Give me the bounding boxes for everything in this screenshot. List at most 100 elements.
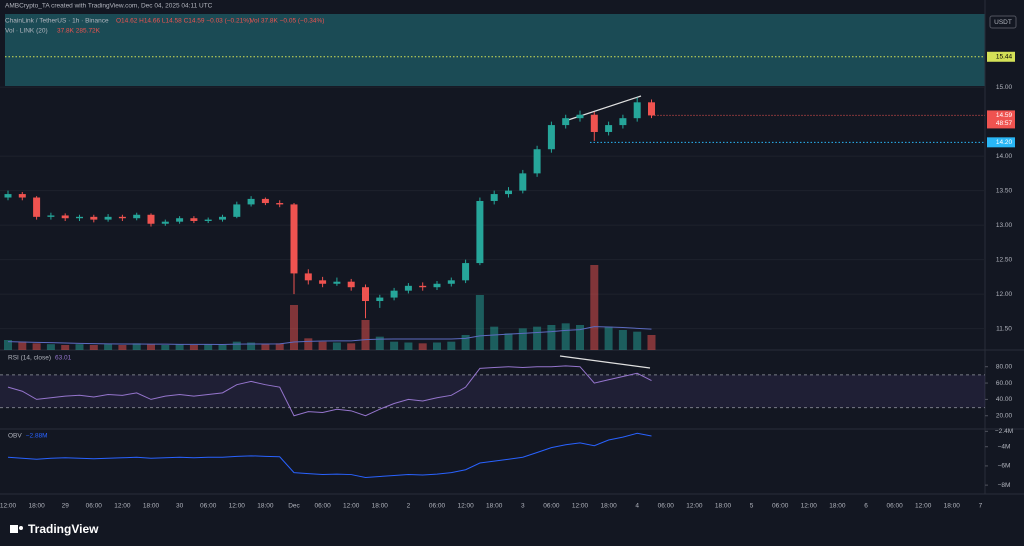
level-label: 15.44 xyxy=(996,53,1013,60)
x-tick-label: 12:00 xyxy=(801,503,818,510)
volume-bar xyxy=(618,330,627,350)
x-tick-label: 18:00 xyxy=(257,503,274,510)
level-label: 14.20 xyxy=(996,139,1013,146)
volume-bar xyxy=(332,342,341,350)
x-tick-label: 18:00 xyxy=(829,503,846,510)
volume-bar xyxy=(175,344,184,350)
candle-body xyxy=(161,221,169,224)
candle-body xyxy=(533,149,541,174)
x-tick-label: 18:00 xyxy=(600,503,617,510)
brand: TradingView xyxy=(28,522,99,536)
candle-body xyxy=(404,285,412,291)
volume-bar xyxy=(390,341,399,350)
candle-body xyxy=(147,214,155,224)
volume-bar xyxy=(347,343,356,350)
candle-body xyxy=(276,203,284,205)
x-tick-label: 06:00 xyxy=(658,503,675,510)
candle-body xyxy=(347,281,355,288)
x-tick-label: 3 xyxy=(521,503,525,510)
y-tick-label: 15.00 xyxy=(996,84,1013,91)
x-tick-label: 18:00 xyxy=(486,503,503,510)
volume-bar xyxy=(89,345,98,350)
volume-bar xyxy=(132,343,141,350)
x-tick-label: 18:00 xyxy=(944,503,961,510)
indicator-value: −2.88M xyxy=(26,433,48,440)
candle-body xyxy=(33,197,41,217)
volume-bar xyxy=(375,336,384,350)
x-tick-label: 06:00 xyxy=(543,503,560,510)
zone xyxy=(5,14,985,86)
volume-bar xyxy=(61,345,70,350)
candle-body xyxy=(290,204,298,274)
y-tick-label: 40.00 xyxy=(996,396,1013,403)
x-tick-label: 6 xyxy=(864,503,868,510)
x-tick-label: 06:00 xyxy=(314,503,331,510)
candle-body xyxy=(118,216,126,219)
x-tick-label: 06:00 xyxy=(429,503,446,510)
candle-body xyxy=(390,290,398,298)
y-tick-label: 80.00 xyxy=(996,363,1013,370)
candle-body xyxy=(462,263,470,281)
candle-body xyxy=(233,204,241,217)
y-tick-label: 12.50 xyxy=(996,256,1013,263)
volume-bar xyxy=(290,305,298,350)
x-tick-label: 12:00 xyxy=(457,503,474,510)
x-tick-label: 12:00 xyxy=(686,503,703,510)
candle-body xyxy=(605,125,613,132)
x-tick-label: 18:00 xyxy=(715,503,732,510)
x-tick-label: 12:00 xyxy=(915,503,932,510)
indicator-value: 63.01 xyxy=(55,355,72,362)
volume-bar xyxy=(104,344,113,350)
indicator-line xyxy=(7,432,652,478)
volume-bar xyxy=(590,265,599,350)
candle-body xyxy=(304,273,312,281)
volume-bar xyxy=(604,326,613,350)
vol-values: 37.8K 285.72K xyxy=(57,28,101,35)
volume-bar xyxy=(475,295,484,350)
volume-bar xyxy=(161,345,170,350)
volume-bar xyxy=(4,340,12,350)
candle-body xyxy=(4,194,12,198)
volume-bar xyxy=(576,325,584,350)
volume-bar xyxy=(533,326,542,350)
volume-bar xyxy=(247,342,256,350)
candle-body xyxy=(519,173,527,191)
candle-body xyxy=(505,190,512,195)
currency: USDT xyxy=(994,19,1012,26)
candle-body xyxy=(61,215,69,219)
x-tick-label: 12:00 xyxy=(114,503,131,510)
volume-bar xyxy=(204,344,213,350)
candle-body xyxy=(562,118,570,126)
volume-bar xyxy=(461,335,470,350)
candle-body xyxy=(176,218,184,222)
logo xyxy=(10,525,23,533)
y-tick-label: 13.00 xyxy=(996,222,1013,229)
volume-bar xyxy=(647,335,656,350)
y-tick-label: 11.50 xyxy=(996,325,1012,332)
volume-bar xyxy=(147,344,155,350)
currency-box[interactable] xyxy=(989,15,1017,29)
vol-change: Vol 37.8K −0.05 (−0.34%) xyxy=(250,18,324,25)
y-tick-label: 20.00 xyxy=(996,412,1013,419)
x-tick-label: 18:00 xyxy=(372,503,389,510)
x-tick-label: 12:00 xyxy=(572,503,589,510)
countdown: 48:57 xyxy=(996,120,1013,127)
volume-bar xyxy=(547,325,556,350)
vol-title: Vol · LINK (20) xyxy=(5,28,48,35)
symbol: ChainLink / TetherUS · 1h · Binance xyxy=(5,18,109,25)
y-tick-label: −2.4M xyxy=(995,428,1013,435)
volume-bar xyxy=(318,341,327,350)
y-tick-label: 12.00 xyxy=(996,291,1013,298)
candle-body xyxy=(362,287,369,302)
volume-bar xyxy=(490,326,499,350)
candle-body xyxy=(219,216,226,220)
volume-bar xyxy=(118,345,127,350)
y-tick-label: 13.50 xyxy=(996,187,1013,194)
x-tick-label: Dec xyxy=(288,503,300,510)
candle-body xyxy=(476,200,484,264)
candle-body xyxy=(76,216,83,219)
volume-bar xyxy=(304,338,313,350)
candle-body xyxy=(190,218,198,221)
last-price-bg xyxy=(987,110,1015,129)
